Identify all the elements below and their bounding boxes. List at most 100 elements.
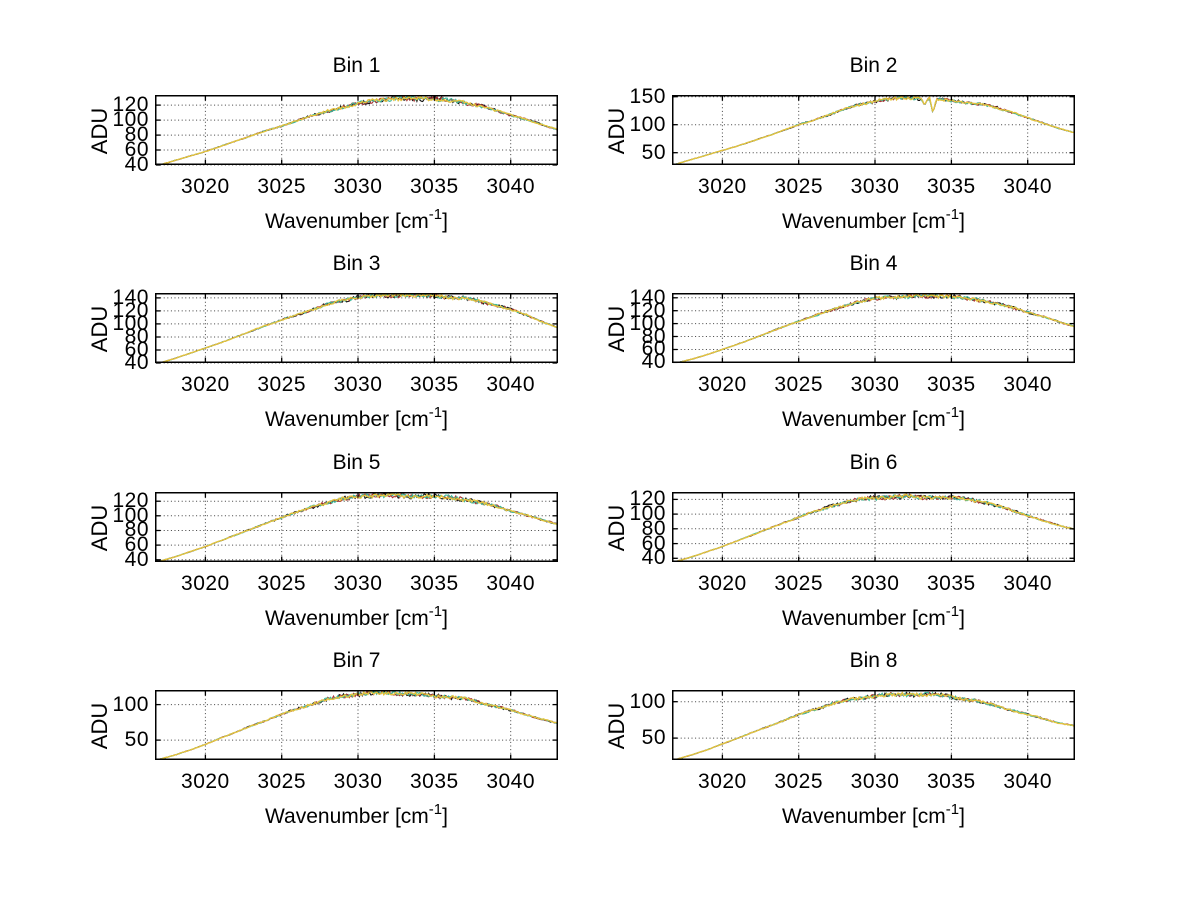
spectrum-line-red [672,691,1075,760]
subplot-bin-2: Bin 2 ADU 50 100 150 3020 3025 3030 3035 3040 Wave… [542,50,1090,248]
x-axis-label-close: ] [959,607,965,630]
plot-area [672,95,1075,165]
x-axis-label: Wavenumber [cm-1] [672,404,1075,432]
spectrum-line-black [155,492,558,562]
x-tick-label: 3025 [774,572,824,595]
y-tick-label: 80 [124,518,149,542]
y-tick-label: 120 [112,93,149,117]
x-tick-label: 3040 [486,175,536,198]
y-tick-label: 80 [124,123,149,147]
y-tick-label: 120 [629,487,666,511]
plot-title: Bin 4 [849,252,898,275]
x-axis-label: Wavenumber [cm-1] [672,801,1075,829]
x-tick-label: 3020 [698,770,747,793]
y-tick-label: 40 [641,350,666,374]
x-axis-label-base: Wavenumber [cm [782,607,946,630]
spectrum-line-teal [155,492,558,562]
spectrum-line-gold [672,95,1075,165]
x-tick-label: 3040 [1003,770,1053,793]
y-tick-label: 100 [112,503,149,527]
x-axis-label: Wavenumber [cm-1] [672,206,1075,234]
spectrum-line-red [672,293,1075,363]
x-tick-label: 3025 [257,572,307,595]
spectrum-line-red [155,492,558,562]
spectrum-line-gold [155,95,558,165]
y-tick-label: 80 [641,516,666,540]
y-tick-label: 40 [124,153,149,176]
x-axis-label-exponent: -1 [945,206,960,223]
y-tick-label: 60 [641,531,666,555]
spectrum-line-red [672,96,1075,165]
spectrum-line-gold [672,293,1075,363]
x-tick-label: 3035 [409,373,459,396]
plot-title: Bin 2 [849,54,898,77]
axes-box [155,492,558,562]
y-tick-label: 120 [112,489,149,513]
spectrum-line-black [155,293,558,363]
axes-box [672,492,1075,562]
subplot-bin-4: Bin 4 ADU 40 60 80 100 120 140 3020 3025 3030 3035 3… [542,248,1090,446]
y-tick-label: 40 [124,547,149,571]
x-tick-label: 3025 [774,770,824,793]
x-axis-label: Wavenumber [cm-1] [155,206,558,234]
y-tick-label: 100 [112,311,149,335]
subplot-bin-6: Bin 6 ADU 40 60 80 100 120 3020 3025 3030 3035 3040… [542,447,1090,645]
y-tick-label: 50 [641,726,666,750]
y-tick-label: 80 [641,324,666,348]
x-axis-label: Wavenumber [cm-1] [155,801,558,829]
x-tick-label: 3020 [181,572,230,595]
x-axis-label-close: ] [442,607,448,630]
x-axis-label-exponent: -1 [428,801,443,818]
spectrum-line-black [672,494,1075,562]
subplot-bin-7: Bin 7 ADU 50 100 3020 3025 3030 3035 3040 Wavenum… [25,645,573,843]
y-tick-label: 140 [629,285,666,309]
x-axis-label-close: ] [442,408,448,431]
spectrum-line-teal [672,293,1075,363]
x-axis-label-close: ] [959,805,965,828]
spectrum-line-black [672,293,1075,363]
y-tick-label: 50 [641,140,666,164]
spectrum-line-black [672,691,1075,760]
x-tick-label: 3025 [257,373,307,396]
spectrum-line-teal [155,293,558,363]
axes-box [155,293,558,363]
spectrum-line-teal [672,494,1075,562]
spectrum-line-gold [155,492,558,562]
spectrum-line-gold [672,691,1075,760]
spectrum-line-teal [155,95,558,165]
y-tick-label: 60 [124,138,149,162]
x-tick-label: 3035 [926,175,976,198]
x-tick-label: 3035 [409,175,459,198]
subplot-bin-1: Bin 1 ADU 40 60 80 100 120 3020 3025 3030 3035 3040… [25,50,573,248]
x-tick-label: 3040 [1003,572,1053,595]
subplot-bin-5: Bin 5 ADU 40 60 80 100 120 3020 3025 3030 3035 3040… [25,447,573,645]
plot-area [672,293,1075,364]
x-tick-label: 3025 [257,175,307,198]
plot-area [155,293,558,364]
x-axis-label: Wavenumber [cm-1] [672,603,1075,631]
spectrum-line-teal [672,95,1075,165]
axes-box [672,95,1075,165]
plot-area [155,690,558,760]
x-tick-label: 3020 [698,175,747,198]
plot-area [672,690,1075,760]
spectrum-line-red [155,690,558,760]
x-tick-label: 3030 [333,175,383,198]
x-axis-label-close: ] [959,408,965,431]
x-tick-label: 3030 [850,175,900,198]
axes-box [672,293,1075,363]
x-axis-label: Wavenumber [cm-1] [155,603,558,631]
spectrum-line-red [155,293,558,363]
axes-box [155,95,558,165]
y-tick-label: 40 [124,351,149,374]
plot-title: Bin 3 [332,252,381,275]
y-tick-label: 100 [629,112,666,136]
plot-area [155,492,558,562]
y-tick-label: 60 [124,533,149,557]
x-tick-label: 3030 [850,373,900,396]
x-tick-label: 3025 [257,770,307,793]
spectrum-line-teal [672,691,1075,760]
y-tick-label: 100 [629,311,666,335]
x-axis-label-exponent: -1 [945,404,960,421]
plot-area [672,492,1075,562]
